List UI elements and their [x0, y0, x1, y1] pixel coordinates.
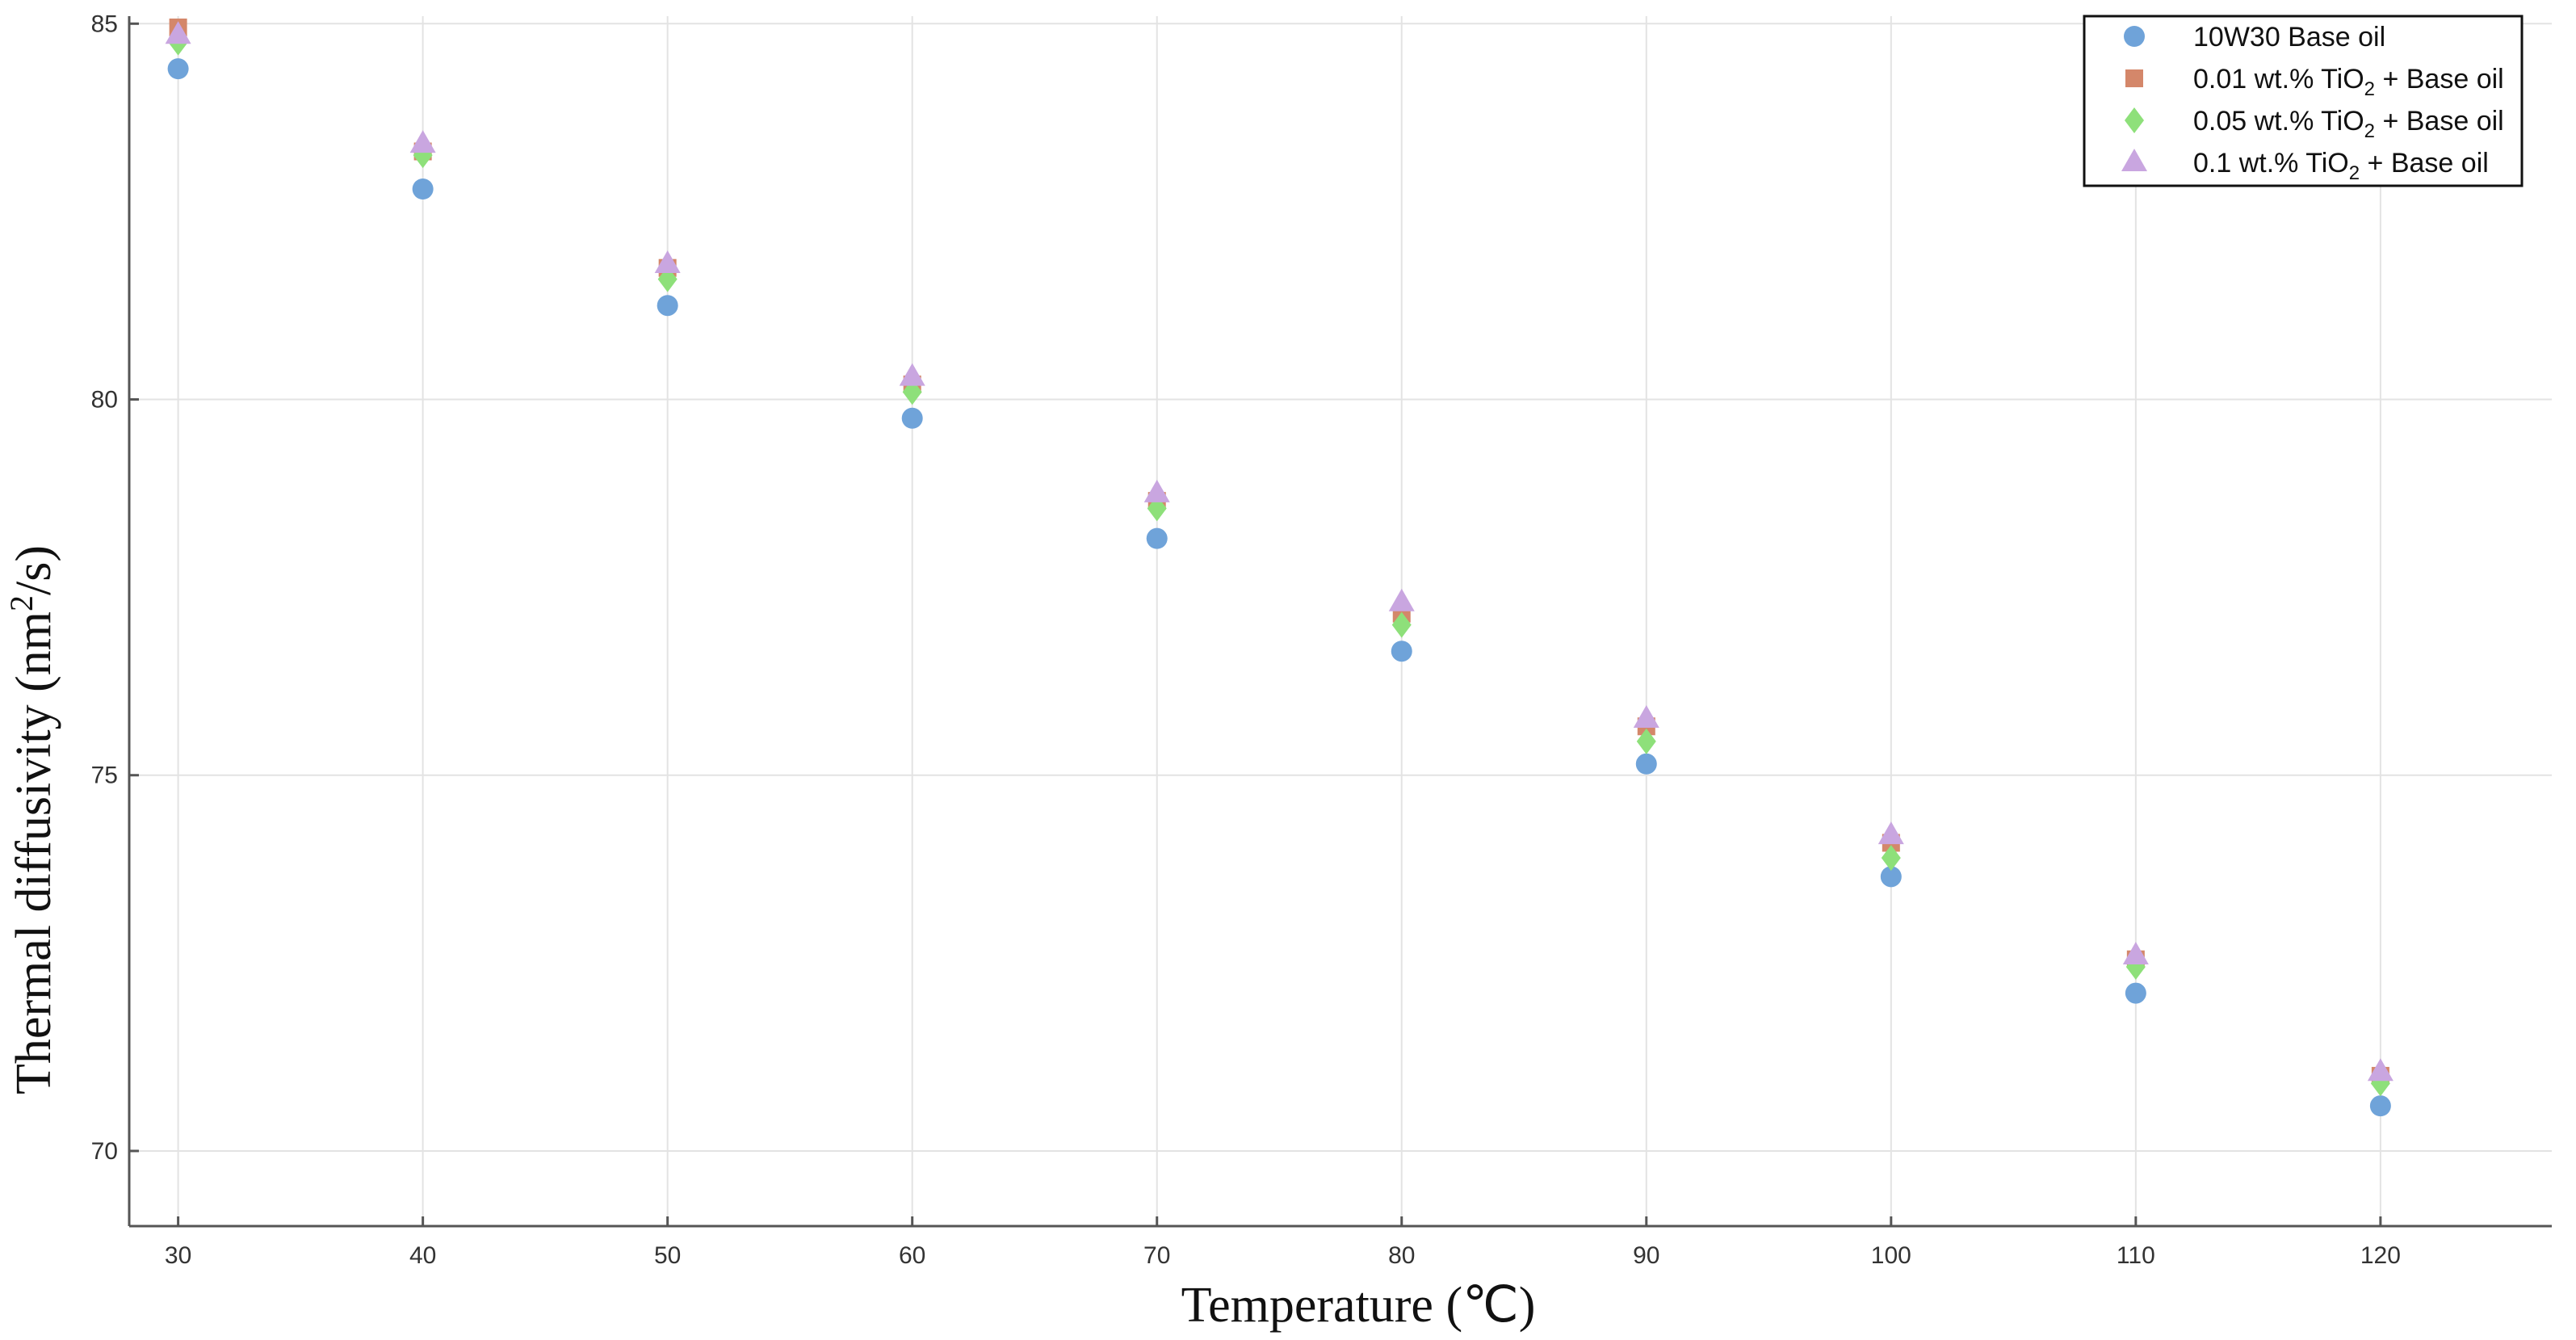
- data-point: [654, 250, 681, 274]
- data-point: [1877, 821, 1904, 845]
- data-point: [1143, 479, 1170, 502]
- legend-marker: [2121, 149, 2147, 171]
- data-point: [901, 407, 923, 429]
- legend-label-text: 10W30 Base oil: [2193, 22, 2385, 53]
- x-tick-label: 110: [2117, 1242, 2155, 1269]
- data-point: [409, 130, 436, 153]
- series-4: [165, 21, 2393, 1082]
- legend-label-subscript: 2: [2364, 78, 2375, 100]
- x-tick-label: 30: [165, 1242, 191, 1269]
- y-axis-title-end: /s): [6, 545, 61, 595]
- legend-label-text: 0.1 wt.% TiO: [2193, 148, 2349, 179]
- data-points: [165, 18, 2393, 1117]
- data-point: [1635, 753, 1657, 775]
- x-tick-label: 90: [1633, 1242, 1659, 1269]
- data-point: [2367, 1058, 2393, 1082]
- y-axis-title-superscript: 2: [3, 595, 40, 611]
- y-tick-label: 75: [91, 762, 118, 789]
- x-tick-label: 100: [1871, 1242, 1911, 1269]
- data-point: [899, 363, 925, 386]
- legend-box: [2083, 15, 2524, 187]
- x-tick-label: 60: [899, 1242, 925, 1269]
- data-point: [165, 21, 191, 44]
- legend-marker: [2125, 107, 2144, 133]
- legend-label-suffix: + Base oil: [2375, 64, 2504, 95]
- x-tick-label: 120: [2360, 1242, 2401, 1269]
- axes: [128, 16, 2552, 1228]
- data-point: [1881, 845, 1901, 872]
- data-point: [1633, 704, 1659, 728]
- data-point: [1391, 611, 1412, 638]
- legend-marker: [2125, 69, 2143, 87]
- y-axis-title-main: Thermal diffusivity (nm: [6, 611, 61, 1094]
- legend-marker: [2124, 26, 2145, 47]
- data-point: [2125, 982, 2146, 1004]
- data-point: [657, 295, 678, 317]
- x-axis-title: Temperature (℃): [1181, 1278, 1536, 1333]
- data-point: [1636, 728, 1656, 754]
- y-axis-title: Thermal diffusivity (nm2/s): [3, 545, 61, 1094]
- data-point: [2122, 942, 2149, 965]
- data-point: [1146, 527, 1168, 549]
- series-3: [168, 29, 2390, 1097]
- grid-lines: [129, 16, 2552, 1226]
- tick-labels: 30 40 50 60 70 80 90 100 110 120 70 75 80 85: [91, 11, 2401, 1269]
- data-point: [1880, 866, 1902, 888]
- legend-label-text: 0.01 wt.% TiO: [2193, 64, 2364, 95]
- x-tick-label: 70: [1143, 1242, 1170, 1269]
- legend-label: 0.1 wt.% TiO2 + Base oil: [2193, 148, 2489, 184]
- legend-label: 10W30 Base oil: [2193, 22, 2385, 53]
- legend-label: 0.05 wt.% TiO2 + Base oil: [2193, 106, 2504, 142]
- x-tick-label: 50: [654, 1242, 681, 1269]
- series-2: [169, 18, 2389, 1085]
- data-point: [1391, 641, 1412, 662]
- legend-label-subscript: 2: [2364, 120, 2375, 142]
- data-point: [412, 179, 434, 200]
- y-tick-label: 70: [91, 1138, 118, 1165]
- y-tick-label: 80: [91, 387, 118, 414]
- series-1: [167, 58, 2391, 1117]
- x-tick-label: 80: [1388, 1242, 1415, 1269]
- data-point: [1388, 588, 1415, 611]
- x-tick-label: 40: [409, 1242, 436, 1269]
- legend-label: 0.01 wt.% TiO2 + Base oil: [2193, 64, 2504, 100]
- data-point: [167, 58, 189, 80]
- legend-label-suffix: + Base oil: [2360, 148, 2489, 179]
- legend-label-text: 0.05 wt.% TiO: [2193, 106, 2364, 137]
- legend-label-subscript: 2: [2349, 162, 2360, 184]
- legend-label-suffix: + Base oil: [2375, 106, 2504, 137]
- data-point: [2369, 1095, 2391, 1117]
- y-tick-label: 85: [91, 11, 118, 37]
